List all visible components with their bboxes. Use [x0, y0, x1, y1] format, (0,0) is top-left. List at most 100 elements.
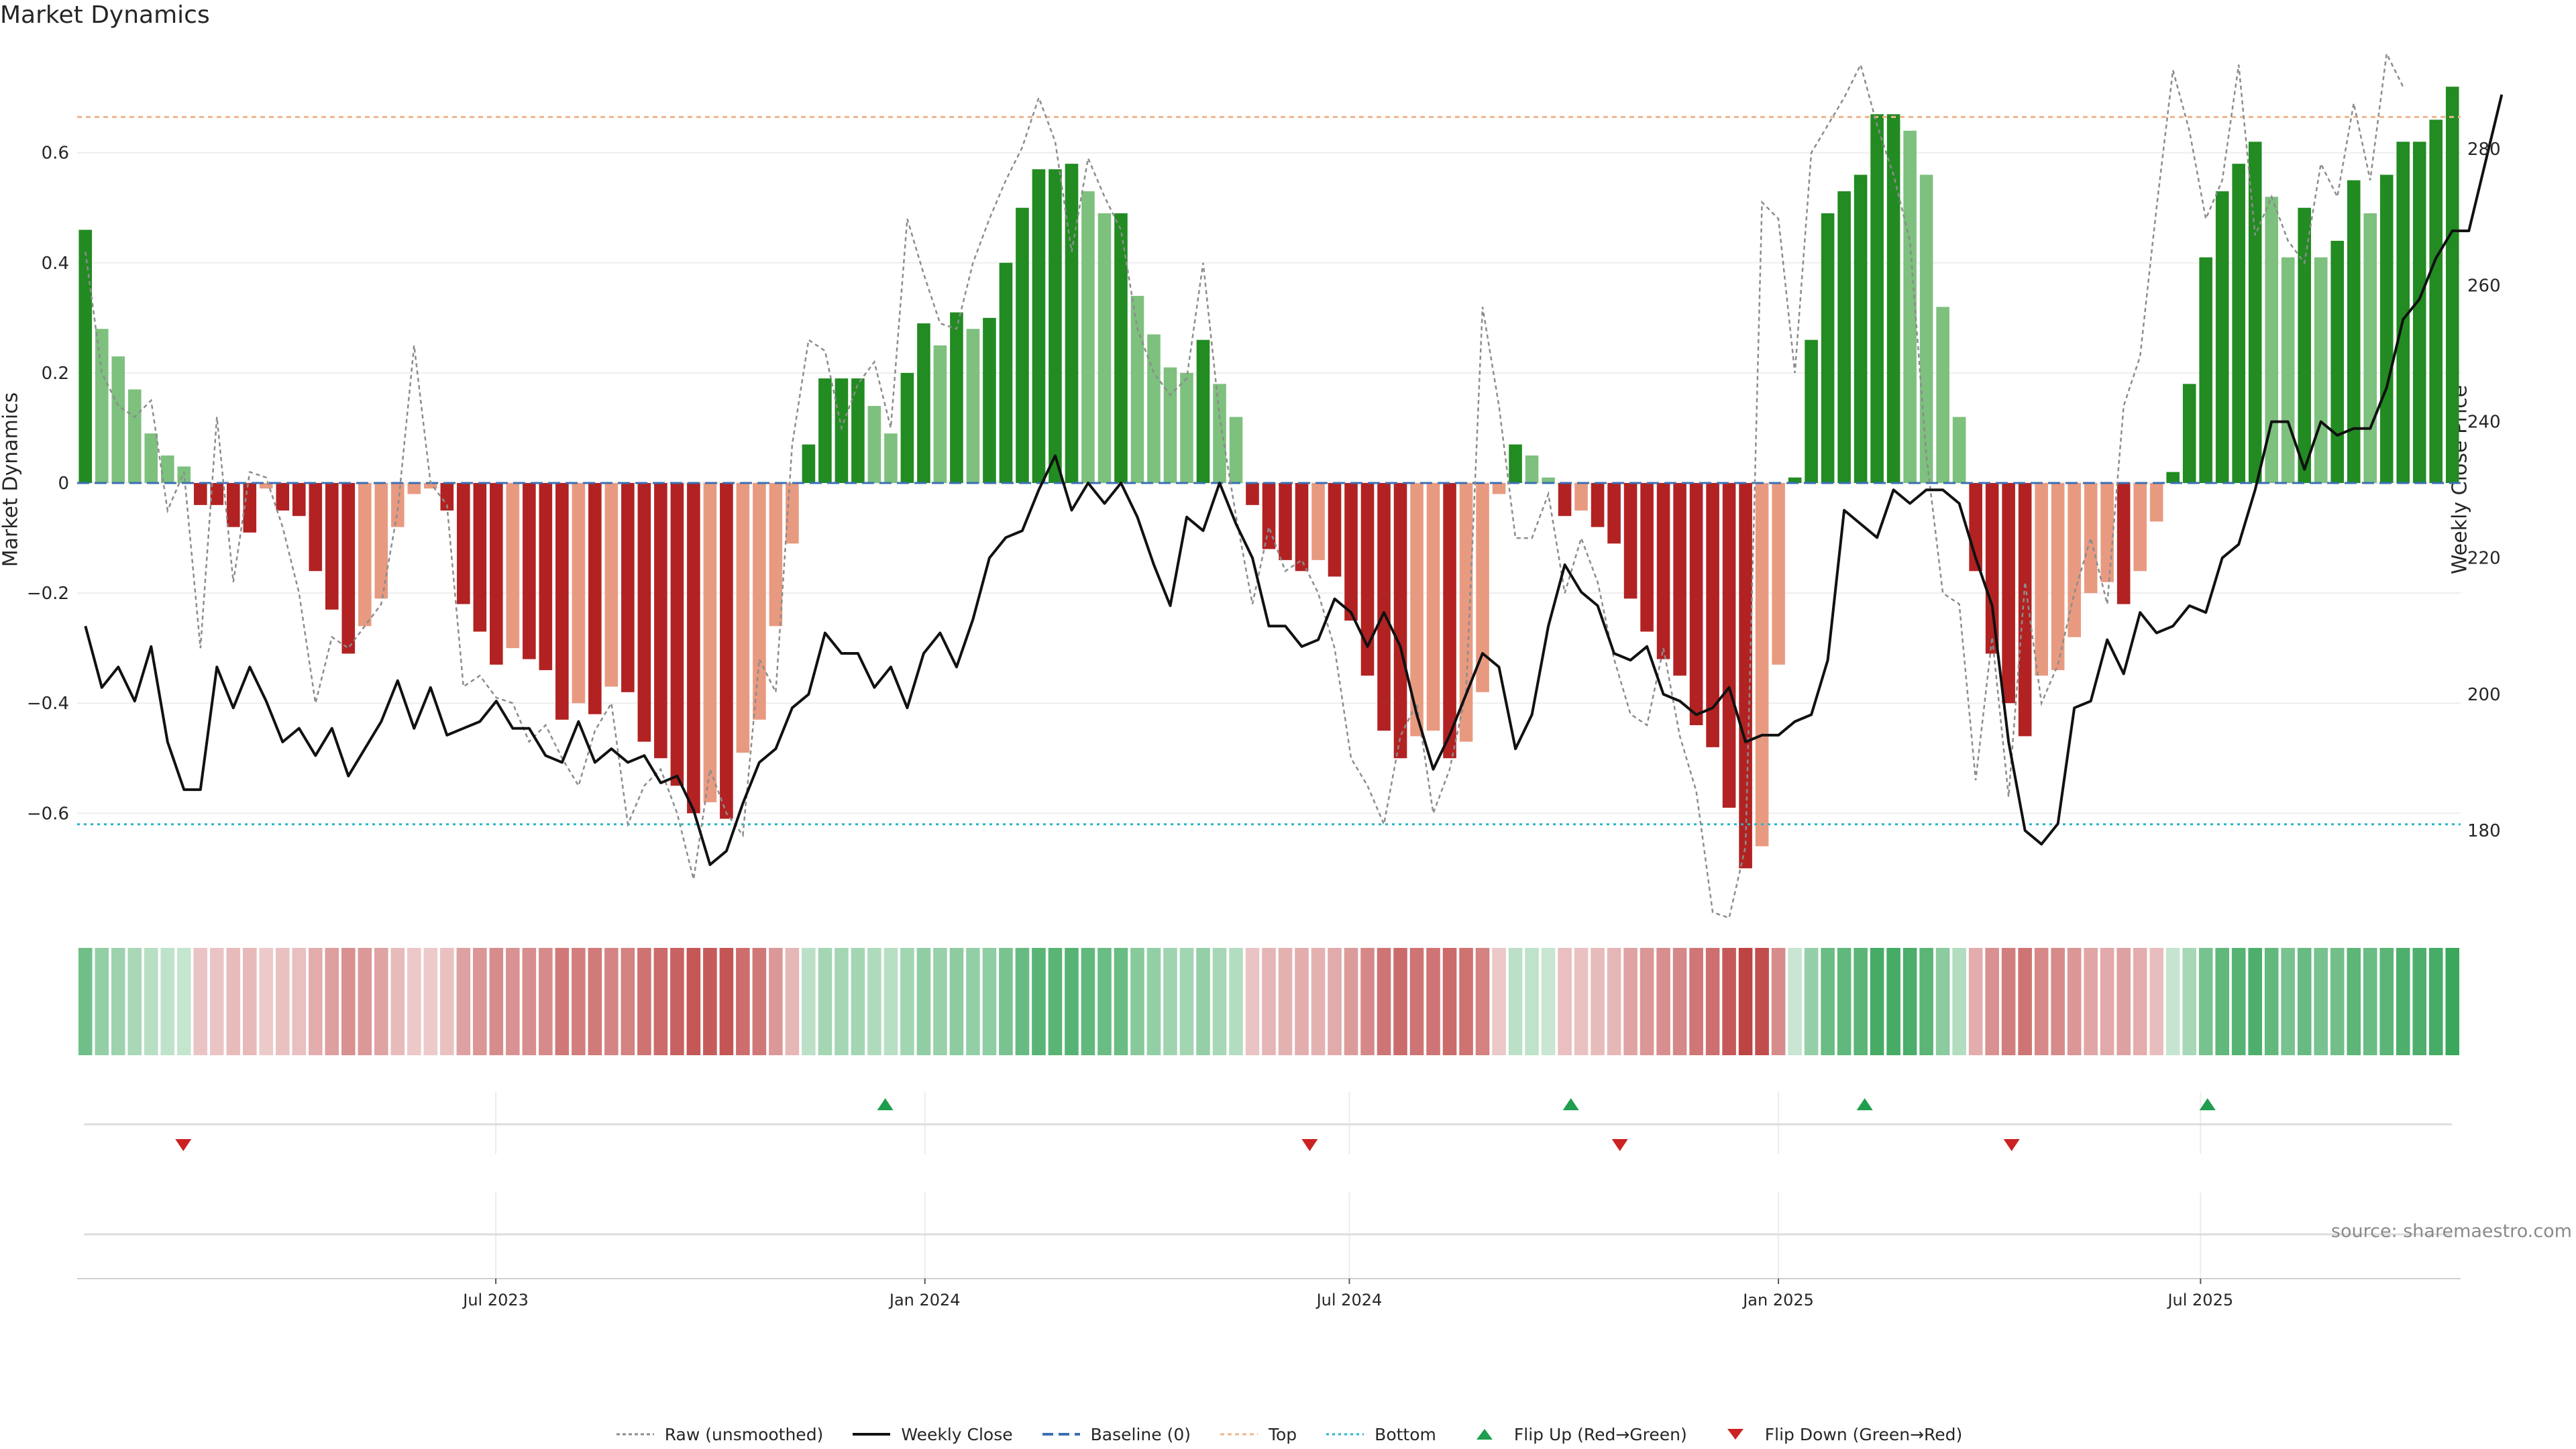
regime-cell — [621, 948, 635, 1055]
dynamics-bar — [1163, 367, 1177, 483]
dynamics-bar — [1229, 417, 1243, 483]
dynamics-bar — [2265, 197, 2279, 483]
regime-cell — [670, 948, 684, 1055]
y-tick-label-right: 280 — [2467, 140, 2501, 160]
y-tick-label-left: −0.4 — [27, 694, 69, 714]
regime-cell — [2445, 948, 2460, 1055]
regime-cell — [127, 948, 142, 1055]
dynamics-bar — [2035, 483, 2048, 676]
dynamics-bar — [2116, 483, 2131, 604]
dynamics-bar — [769, 483, 783, 627]
legend-item-flip-down: Flip Down (Green→Red) — [1714, 1425, 1962, 1444]
dynamics-bar — [490, 483, 503, 665]
regime-cell — [1541, 948, 1556, 1055]
dynamics-bar — [2314, 257, 2328, 483]
regime-cell — [2248, 948, 2262, 1055]
regime-cell — [637, 948, 651, 1055]
dynamics-bar — [2412, 142, 2426, 484]
dynamics-bar — [736, 483, 750, 753]
legend-item-top: Top — [1218, 1425, 1297, 1444]
dynamics-bar — [309, 483, 323, 572]
dynamics-bar — [1147, 334, 1161, 483]
regime-cell — [1525, 948, 1539, 1055]
regime-cell — [2363, 948, 2377, 1055]
legend-symbol-top — [1220, 1433, 1258, 1436]
dynamics-bar — [555, 483, 569, 720]
dynamics-bar — [851, 378, 865, 483]
dynamics-bar — [1591, 483, 1605, 527]
dynamics-bar — [1558, 483, 1572, 517]
regime-cell — [1262, 948, 1276, 1055]
dynamics-bar — [2149, 483, 2163, 522]
dynamics-bar — [2363, 213, 2377, 483]
regime-cell — [2051, 948, 2065, 1055]
legend-symbol-flip-up — [1476, 1429, 1493, 1440]
dynamics-bar — [1739, 483, 1752, 869]
dynamics-bar — [1360, 483, 1375, 676]
dynamics-bar — [1410, 483, 1424, 737]
regime-cell — [1968, 948, 1983, 1055]
regime-cell — [2133, 948, 2147, 1055]
regime-cell — [1771, 948, 1786, 1055]
dynamics-bar — [1805, 339, 1818, 483]
legend-label: Bottom — [1375, 1424, 1436, 1444]
flip-markers-panel — [84, 1092, 2452, 1154]
dynamics-bar — [1114, 213, 1128, 483]
regime-cell — [95, 948, 109, 1055]
regime-cell — [358, 948, 372, 1055]
regime-cell — [686, 948, 701, 1055]
dynamics-bar — [867, 406, 881, 483]
regime-cell — [966, 948, 980, 1055]
regime-cell — [1689, 948, 1703, 1055]
regime-cell — [1508, 948, 1523, 1055]
dynamics-bar — [1130, 296, 1144, 483]
regime-cell — [1229, 948, 1243, 1055]
regime-cell — [1344, 948, 1358, 1055]
regime-cell — [1212, 948, 1227, 1055]
y-tick-label-right: 260 — [2467, 276, 2501, 296]
regime-cell — [1179, 948, 1194, 1055]
y-tick-label-left: 0.4 — [42, 254, 69, 274]
dynamics-bar — [637, 483, 651, 742]
dynamics-bar — [1476, 483, 1489, 692]
dynamics-bar — [111, 356, 125, 483]
dynamics-bar — [835, 378, 849, 483]
regime-cell — [769, 948, 783, 1055]
dynamics-bar — [2232, 164, 2246, 483]
dynamics-bar — [1246, 483, 1259, 505]
dynamics-bar — [1065, 164, 1079, 483]
regime-cell — [867, 948, 881, 1055]
regime-cell — [900, 948, 914, 1055]
regime-cell — [539, 948, 553, 1055]
chart-title: Market Dynamics — [0, 1, 210, 29]
x-tick-label: Jan 2024 — [888, 1291, 961, 1309]
dynamics-bar — [966, 329, 980, 483]
regime-cell — [1130, 948, 1144, 1055]
dynamics-bar — [292, 483, 306, 517]
dynamics-bar — [604, 483, 619, 687]
regime-cell — [818, 948, 833, 1055]
y-tick-label-left: −0.6 — [27, 804, 69, 824]
regime-cell — [752, 948, 767, 1055]
raw-line — [85, 50, 2404, 919]
flip-down-marker — [1611, 1139, 1628, 1151]
regime-cell — [259, 948, 274, 1055]
dynamics-bar — [243, 483, 257, 533]
dynamics-bar — [687, 483, 700, 814]
dynamics-bar — [506, 483, 520, 649]
dynamics-bar — [2068, 483, 2081, 637]
dynamics-bar — [1607, 483, 1621, 544]
regime-cell — [2149, 948, 2163, 1055]
dynamics-bar — [933, 345, 947, 483]
dynamics-bar — [523, 483, 536, 659]
regime-cell — [341, 948, 356, 1055]
legend-symbol-price — [853, 1433, 891, 1436]
regime-cell — [2001, 948, 2016, 1055]
dynamics-bar — [1213, 384, 1226, 483]
dynamics-bar — [1574, 483, 1588, 511]
legend-item-flip-up: Flip Up (Red→Green) — [1463, 1425, 1687, 1444]
legend-item-price: Weekly Close — [850, 1425, 1013, 1444]
dynamics-bar — [2396, 142, 2410, 484]
regime-cell — [588, 948, 602, 1055]
y-tick-label-left: 0 — [58, 474, 69, 494]
